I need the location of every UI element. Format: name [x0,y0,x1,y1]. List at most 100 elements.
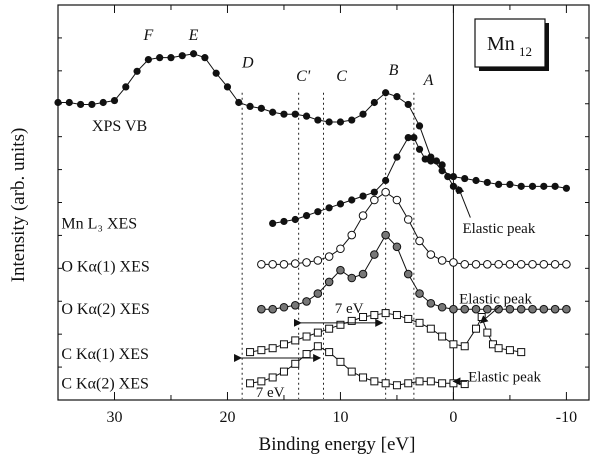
data-point [562,184,571,192]
data-point [562,304,571,314]
data-point [449,182,458,190]
data-point [291,336,300,345]
data-point [257,304,266,314]
data-point [382,176,390,185]
badge-sub: 12 [519,44,532,59]
data-point [528,182,537,190]
data-point [516,260,526,269]
sample-badge: Mn 12 [474,18,549,71]
data-point [426,250,436,259]
data-point [506,180,514,188]
data-point [381,309,390,318]
series-label: O Kα(1) XES [61,258,149,275]
data-point [133,67,141,75]
data-point [516,304,526,314]
x-axis-title: Binding energy [eV] [259,434,416,455]
peak-label-c: C' [296,68,311,85]
data-point [438,379,447,388]
data-point [246,379,255,388]
data-point [313,328,322,337]
series-xps-vb: XPS VB [54,50,571,192]
data-point [336,118,345,126]
data-point [290,301,300,310]
series-c-k-1-xes: C Kα(1) XES [61,309,526,363]
x-tick-label: 10 [332,409,348,426]
data-point [110,96,119,105]
data-point [449,340,458,349]
data-point [562,260,571,269]
y-axis-title: Intensity (arb. units) [8,128,29,283]
data-point [359,110,367,118]
data-point [528,260,537,269]
data-point [550,304,560,314]
annotation-elastic-peak: Elastic peak [468,369,541,385]
data-point [167,54,175,62]
data-point [460,260,470,269]
data-point [426,299,436,308]
data-point [404,379,413,388]
data-point [410,134,418,142]
data-point [302,112,311,120]
axis-layer: 30 20 10 0 -10 [57,5,589,426]
data-point [269,219,277,227]
data-point [494,344,503,353]
data-point [246,102,254,110]
annotation-arrow [479,304,502,324]
data-point [381,187,390,197]
data-point [358,211,368,220]
data-point [336,357,345,366]
data-point [415,377,424,386]
x-tick-label: 20 [219,409,235,426]
data-point [257,104,265,112]
data-point [370,311,379,320]
data-point [495,180,503,188]
data-point [268,260,277,269]
data-point [483,178,491,187]
data-point [189,50,198,58]
x-tick-label: 0 [449,409,457,426]
data-point [460,342,469,351]
data-point [517,182,525,190]
data-point [415,145,424,153]
data-point [178,52,186,60]
data-point [268,373,277,382]
data-point [415,318,424,327]
data-point [246,348,255,357]
data-point [370,250,379,259]
series-c-k-2-xes: C Kα(2) XES [61,342,469,392]
series-label: Mn L₃ XES [61,215,137,232]
data-point [144,56,152,64]
data-point [505,304,515,314]
series-label: XPS VB [92,118,147,135]
data-point [472,176,480,185]
data-point [291,215,299,224]
data-point [99,98,107,107]
data-point [257,260,266,269]
data-point [460,380,469,389]
data-point [348,196,356,204]
peak-label-a: A [423,72,434,89]
data-point [257,377,266,386]
data-point [494,304,503,314]
guide-lines [241,5,454,400]
annotation-7-ev: 7 eV [256,385,285,401]
data-point [336,200,345,208]
data-point [427,157,435,165]
data-point [302,332,311,341]
data-point [539,304,549,314]
data-point [426,377,435,386]
data-point [483,260,492,269]
data-point [279,302,289,312]
data-point [494,260,503,269]
data-point [347,230,357,240]
annotation-elastic-peak: Elastic peak [459,291,532,307]
data-point [325,324,334,333]
data-point [336,265,345,275]
data-point [76,100,85,109]
data-point [449,379,458,388]
data-point [460,304,470,314]
data-point [415,122,424,130]
data-point [325,204,333,212]
badge-box [474,18,546,68]
data-point [313,289,323,298]
